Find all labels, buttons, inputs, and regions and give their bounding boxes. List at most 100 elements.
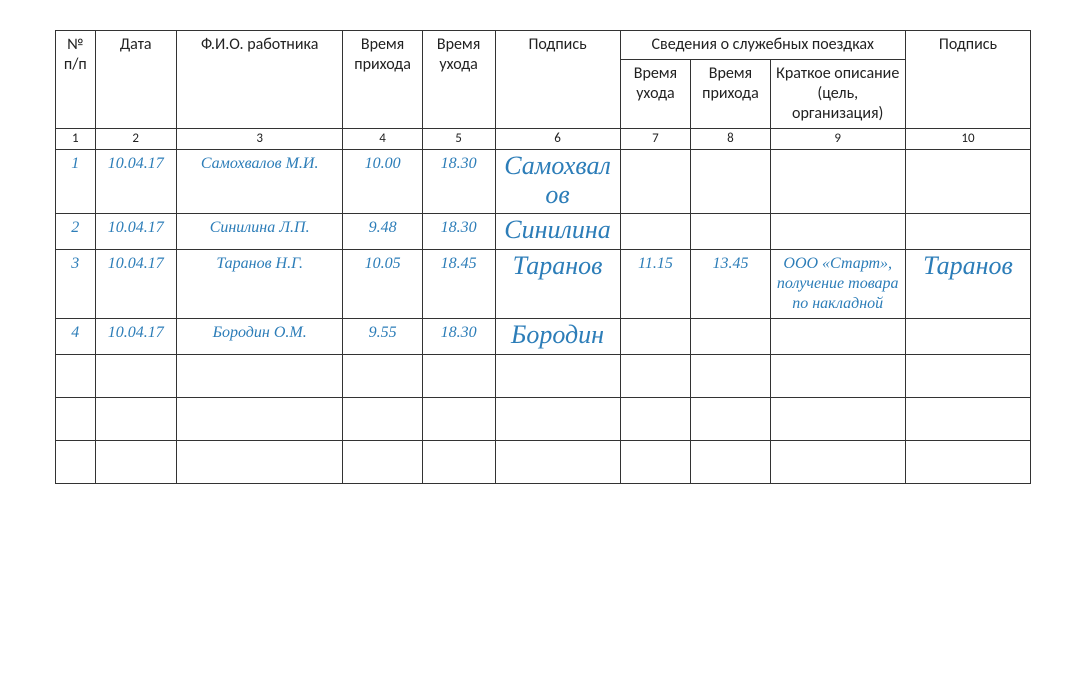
empty-cell bbox=[176, 440, 343, 483]
empty-cell bbox=[905, 440, 1030, 483]
colnum-3: 3 bbox=[176, 129, 343, 150]
empty-cell bbox=[56, 397, 96, 440]
empty-cell bbox=[620, 397, 691, 440]
cell-dep: 18.30 bbox=[422, 214, 495, 250]
cell-desc bbox=[770, 150, 905, 214]
cell-sig2 bbox=[905, 214, 1030, 250]
colnum-5: 5 bbox=[422, 129, 495, 150]
empty-cell bbox=[905, 354, 1030, 397]
table-row-empty bbox=[56, 440, 1031, 483]
header-num: № п/п bbox=[56, 31, 96, 129]
cell-arr: 10.00 bbox=[343, 150, 422, 214]
empty-cell bbox=[691, 354, 770, 397]
cell-arr: 9.55 bbox=[343, 319, 422, 355]
header-name: Ф.И.О. работника bbox=[176, 31, 343, 129]
cell-date: 10.04.17 bbox=[95, 214, 176, 250]
empty-cell bbox=[905, 397, 1030, 440]
table-row-empty bbox=[56, 354, 1031, 397]
colnum-7: 7 bbox=[620, 129, 691, 150]
table-row-empty bbox=[56, 397, 1031, 440]
empty-cell bbox=[343, 397, 422, 440]
table-row: 1 10.04.17 Самохвалов М.И. 10.00 18.30 С… bbox=[56, 150, 1031, 214]
empty-cell bbox=[422, 354, 495, 397]
cell-num: 2 bbox=[56, 214, 96, 250]
cell-tdep: 11.15 bbox=[620, 250, 691, 319]
empty-cell bbox=[56, 440, 96, 483]
header-sign2: Подпись bbox=[905, 31, 1030, 129]
cell-num: 1 bbox=[56, 150, 96, 214]
empty-cell bbox=[343, 354, 422, 397]
empty-cell bbox=[95, 440, 176, 483]
cell-dep: 18.30 bbox=[422, 150, 495, 214]
header-date: Дата bbox=[95, 31, 176, 129]
header-trip-desc: Краткое описание (цель, организация) bbox=[770, 60, 905, 129]
cell-sig2 bbox=[905, 319, 1030, 355]
header-sign1: Подпись bbox=[495, 31, 620, 129]
colnum-6: 6 bbox=[495, 129, 620, 150]
cell-arr: 10.05 bbox=[343, 250, 422, 319]
colnum-9: 9 bbox=[770, 129, 905, 150]
table-row: 4 10.04.17 Бородин О.М. 9.55 18.30 Бород… bbox=[56, 319, 1031, 355]
header-trip-arr: Время прихода bbox=[691, 60, 770, 129]
colnum-10: 10 bbox=[905, 129, 1030, 150]
cell-sig1: Самохвалов bbox=[495, 150, 620, 214]
cell-num: 4 bbox=[56, 319, 96, 355]
cell-name: Самохвалов М.И. bbox=[176, 150, 343, 214]
header-row-1: № п/п Дата Ф.И.О. работника Время приход… bbox=[56, 31, 1031, 60]
cell-tdep bbox=[620, 150, 691, 214]
empty-cell bbox=[56, 354, 96, 397]
cell-sig2: Таранов bbox=[905, 250, 1030, 319]
cell-arr: 9.48 bbox=[343, 214, 422, 250]
empty-cell bbox=[495, 440, 620, 483]
cell-desc bbox=[770, 319, 905, 355]
empty-cell bbox=[691, 440, 770, 483]
cell-tdep bbox=[620, 214, 691, 250]
colnum-2: 2 bbox=[95, 129, 176, 150]
empty-cell bbox=[495, 354, 620, 397]
empty-cell bbox=[422, 440, 495, 483]
empty-cell bbox=[770, 397, 905, 440]
table-row: 2 10.04.17 Синилина Л.П. 9.48 18.30 Сини… bbox=[56, 214, 1031, 250]
cell-dep: 18.30 bbox=[422, 319, 495, 355]
colnum-8: 8 bbox=[691, 129, 770, 150]
empty-cell bbox=[176, 397, 343, 440]
cell-date: 10.04.17 bbox=[95, 150, 176, 214]
empty-cell bbox=[620, 354, 691, 397]
cell-sig1: Таранов bbox=[495, 250, 620, 319]
empty-cell bbox=[95, 354, 176, 397]
header-arrival: Время прихода bbox=[343, 31, 422, 129]
cell-sig1: Синилина bbox=[495, 214, 620, 250]
table-row: 3 10.04.17 Таранов Н.Г. 10.05 18.45 Тара… bbox=[56, 250, 1031, 319]
cell-desc bbox=[770, 214, 905, 250]
cell-name: Синилина Л.П. bbox=[176, 214, 343, 250]
cell-name: Таранов Н.Г. bbox=[176, 250, 343, 319]
empty-cell bbox=[770, 440, 905, 483]
empty-cell bbox=[176, 354, 343, 397]
cell-num: 3 bbox=[56, 250, 96, 319]
cell-date: 10.04.17 bbox=[95, 319, 176, 355]
empty-cell bbox=[770, 354, 905, 397]
cell-dep: 18.45 bbox=[422, 250, 495, 319]
cell-desc: ООО «Старт», получение товара по накладн… bbox=[770, 250, 905, 319]
empty-cell bbox=[691, 397, 770, 440]
cell-tarr bbox=[691, 319, 770, 355]
cell-sig1: Бородин bbox=[495, 319, 620, 355]
header-trips: Сведения о служебных поездках bbox=[620, 31, 905, 60]
colnum-1: 1 bbox=[56, 129, 96, 150]
empty-cell bbox=[495, 397, 620, 440]
empty-cell bbox=[422, 397, 495, 440]
cell-tarr bbox=[691, 214, 770, 250]
header-depart: Время ухода bbox=[422, 31, 495, 129]
empty-cell bbox=[620, 440, 691, 483]
cell-name: Бородин О.М. bbox=[176, 319, 343, 355]
cell-tdep bbox=[620, 319, 691, 355]
cell-tarr: 13.45 bbox=[691, 250, 770, 319]
header-trip-dep: Время ухода bbox=[620, 60, 691, 129]
attendance-table: № п/п Дата Ф.И.О. работника Время приход… bbox=[55, 30, 1031, 484]
column-number-row: 1 2 3 4 5 6 7 8 9 10 bbox=[56, 129, 1031, 150]
colnum-4: 4 bbox=[343, 129, 422, 150]
cell-tarr bbox=[691, 150, 770, 214]
empty-cell bbox=[343, 440, 422, 483]
cell-sig2 bbox=[905, 150, 1030, 214]
cell-date: 10.04.17 bbox=[95, 250, 176, 319]
